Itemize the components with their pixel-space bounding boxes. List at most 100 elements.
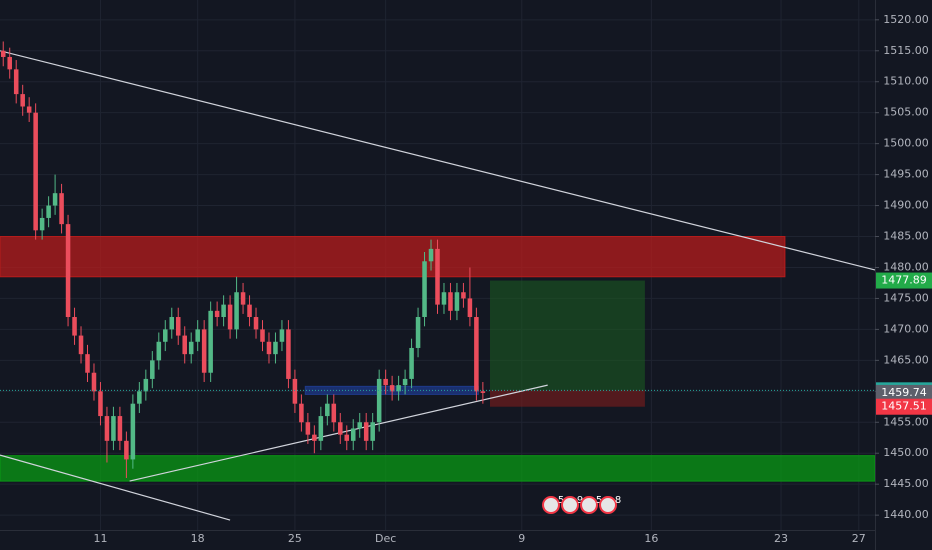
candle-body: [428, 248, 434, 262]
candle-body: [169, 317, 175, 330]
candle-body: [240, 292, 246, 305]
y-tick-label: 1465.00: [883, 353, 929, 366]
axes: 1440.001445.001450.001455.001460.001465.…: [93, 13, 932, 545]
candle-body: [214, 310, 220, 318]
candle-body: [124, 440, 129, 460]
candle-body: [59, 193, 64, 225]
candle-body: [20, 94, 25, 107]
candle-body: [389, 385, 395, 392]
trend-line: [0, 454, 231, 521]
candle-body: [350, 428, 356, 441]
y-tick-label: 1475.00: [883, 291, 929, 304]
y-tick-label: 1490.00: [883, 199, 929, 212]
candle-body: [0, 50, 6, 57]
candle-body: [143, 378, 149, 392]
candle-body: [312, 434, 317, 441]
candle-body: [39, 217, 45, 231]
candle-body: [325, 403, 330, 417]
y-tick-label: 1445.00: [883, 477, 929, 490]
candle-body: [117, 416, 123, 441]
candle-body: [201, 329, 207, 373]
candle-body: [208, 310, 213, 373]
candle-body: [286, 329, 291, 379]
candle-body: [435, 248, 440, 305]
price-label-box: [876, 398, 932, 415]
candle-body: [273, 341, 278, 355]
candle-body: [65, 224, 71, 318]
position-stop: [490, 390, 645, 407]
candle-body: [26, 106, 32, 113]
candle-body: [72, 317, 77, 336]
event-label: 9: [577, 495, 583, 506]
candle-body: [318, 416, 324, 441]
candle-body: [396, 385, 401, 392]
zone: [0, 236, 786, 278]
candle-body: [383, 378, 388, 386]
price-label-box: [876, 384, 932, 401]
candle-body: [85, 354, 90, 373]
y-tick-label: 1450.00: [883, 446, 929, 459]
candle-body: [448, 292, 453, 311]
candle-body: [260, 329, 265, 342]
candle-body: [409, 347, 414, 379]
price-label: 1477.89: [881, 274, 927, 287]
x-tick-label: 16: [644, 532, 658, 545]
candle-body: [331, 403, 337, 423]
x-tick-label: 9: [518, 532, 525, 545]
candle-body: [279, 329, 285, 342]
event-badge: [580, 496, 598, 514]
x-tick-label: 11: [93, 532, 107, 545]
candle-body: [175, 317, 181, 336]
y-tick-label: 1510.00: [883, 75, 929, 88]
x-tick-label: 27: [852, 532, 866, 545]
candle-body: [91, 372, 97, 392]
zone: [0, 455, 875, 482]
trend-line: [0, 50, 875, 271]
y-tick-label: 1455.00: [883, 415, 929, 428]
event-label: 5: [558, 495, 564, 506]
position-target: [490, 280, 645, 391]
x-tick-label: Dec: [375, 532, 396, 545]
candle-body: [227, 304, 233, 330]
candle-body: [292, 378, 298, 404]
candle-body: [78, 335, 84, 355]
candle-body: [7, 56, 12, 70]
event-badge: [561, 496, 579, 514]
candle-body: [467, 298, 473, 318]
candle-body: [111, 416, 116, 441]
y-tick-label: 1500.00: [883, 137, 929, 150]
candle-body: [299, 403, 304, 423]
candle-body: [363, 422, 369, 441]
candle-body: [454, 292, 460, 311]
candle-body: [474, 317, 479, 392]
candle-body: [221, 304, 226, 318]
candle-body: [150, 360, 155, 379]
candle-body: [376, 378, 382, 423]
x-tick-label: 25: [288, 532, 302, 545]
candle-body: [188, 341, 194, 355]
candle-body: [253, 317, 259, 330]
candle-body: [338, 422, 343, 435]
plot-area: [0, 41, 875, 521]
candle-body: [441, 292, 447, 305]
candle-body: [156, 341, 162, 361]
candle-body: [357, 422, 362, 429]
candle-body: [461, 292, 466, 299]
y-tick-label: 1480.00: [883, 260, 929, 273]
event-label: 8: [615, 495, 621, 506]
candle-body: [266, 341, 272, 355]
price-label-box: [876, 272, 932, 289]
event-badge: [542, 496, 560, 514]
y-tick-label: 1515.00: [883, 44, 929, 57]
candle-body: [33, 112, 38, 231]
candle-body: [52, 193, 58, 206]
candle-body: [415, 317, 421, 348]
candle-body: [98, 391, 103, 417]
x-tick-label: 23: [774, 532, 788, 545]
y-tick-label: 1440.00: [883, 508, 929, 521]
candle-body: [137, 391, 142, 404]
candle-body: [13, 69, 19, 95]
price-label: 1457.51: [881, 400, 927, 413]
y-tick-label: 1470.00: [883, 322, 929, 335]
